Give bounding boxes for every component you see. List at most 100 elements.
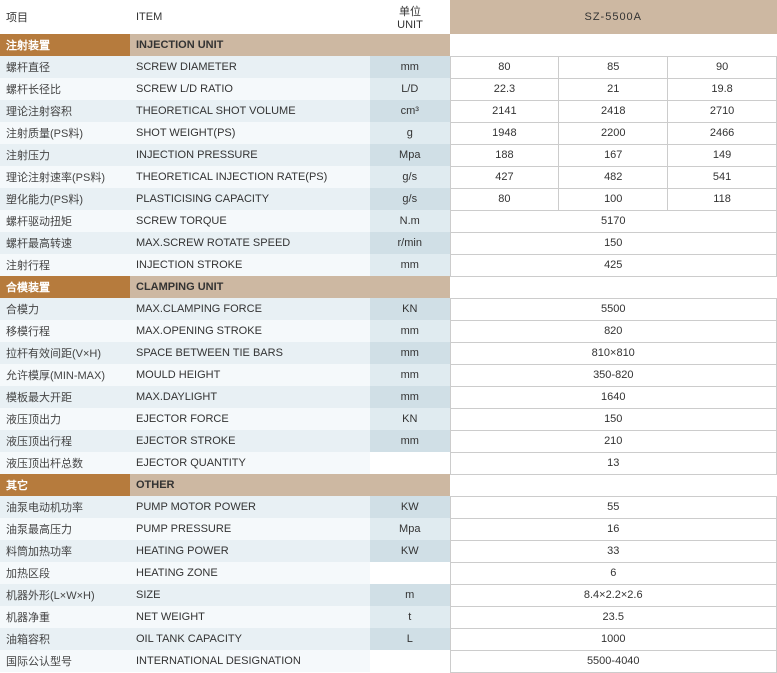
row-value: 2418 xyxy=(559,100,668,122)
row-value: 5170 xyxy=(450,210,777,232)
row-value: 13 xyxy=(450,452,777,474)
row-label-zh: 料筒加热功率 xyxy=(0,540,130,562)
row-label-en: SCREW L/D RATIO xyxy=(130,78,370,100)
table-row: 油箱容积OIL TANK CAPACITYL1000 xyxy=(0,628,777,650)
table-row: 螺杆最高转速 MAX.SCREW ROTATE SPEEDr/min150 xyxy=(0,232,777,254)
row-value: 810×810 xyxy=(450,342,777,364)
row-value: 21 xyxy=(559,78,668,100)
table-row: 螺杆直径SCREW DIAMETERmm808590 xyxy=(0,56,777,78)
row-unit xyxy=(370,562,450,584)
row-label-zh: 允许模厚(MIN-MAX) xyxy=(0,364,130,386)
row-label-zh: 螺杆长径比 xyxy=(0,78,130,100)
row-value: 33 xyxy=(450,540,777,562)
row-label-zh: 理论注射速率(PS料) xyxy=(0,166,130,188)
table-row: 液压顶出杆总数EJECTOR QUANTITY13 xyxy=(0,452,777,474)
row-label-en: SIZE xyxy=(130,584,370,606)
row-unit: mm xyxy=(370,342,450,364)
section-en: OTHER xyxy=(130,474,450,496)
row-value: 23.5 xyxy=(450,606,777,628)
row-label-en: SCREW TORQUE xyxy=(130,210,370,232)
row-label-en: THEORETICAL INJECTION RATE(PS) xyxy=(130,166,370,188)
table-row: 拉杆有效间距(V×H)SPACE BETWEEN TIE BARSmm810×8… xyxy=(0,342,777,364)
section-zh: 注射装置 xyxy=(0,34,130,56)
row-label-en: NET WEIGHT xyxy=(130,606,370,628)
section-blank xyxy=(450,34,777,56)
row-unit xyxy=(370,452,450,474)
row-label-en: HEATING ZONE xyxy=(130,562,370,584)
table-row: 机器外形(L×W×H)SIZEm8.4×2.2×2.6 xyxy=(0,584,777,606)
table-row: 液压顶出力EJECTOR FORCEKN150 xyxy=(0,408,777,430)
row-label-en: OIL TANK CAPACITY xyxy=(130,628,370,650)
header-item-en: ITEM xyxy=(130,0,370,34)
table-row: 液压顶出行程EJECTOR STROKEmm210 xyxy=(0,430,777,452)
row-label-en: EJECTOR QUANTITY xyxy=(130,452,370,474)
row-value: 5500 xyxy=(450,298,777,320)
row-label-en: MAX.OPENING STROKE xyxy=(130,320,370,342)
spec-table: 项目ITEM单位UNITSZ-5500A注射装置INJECTION UNIT螺杆… xyxy=(0,0,777,673)
row-label-zh: 螺杆最高转速 xyxy=(0,232,130,254)
row-unit xyxy=(370,650,450,672)
row-value: 100 xyxy=(559,188,668,210)
row-label-en: MAX.SCREW ROTATE SPEED xyxy=(130,232,370,254)
row-value: 2466 xyxy=(668,122,777,144)
table-row: 油泵电动机功率PUMP MOTOR POWERKW55 xyxy=(0,496,777,518)
table-row: 油泵最高压力PUMP PRESSUREMpa16 xyxy=(0,518,777,540)
row-value: 5500-4040 xyxy=(450,650,777,672)
row-unit: mm xyxy=(370,56,450,78)
section-zh: 合模装置 xyxy=(0,276,130,298)
section-blank xyxy=(450,276,777,298)
row-value: 6 xyxy=(450,562,777,584)
row-unit: g/s xyxy=(370,188,450,210)
header-model: SZ-5500A xyxy=(450,0,777,34)
row-unit: mm xyxy=(370,386,450,408)
row-label-zh: 机器外形(L×W×H) xyxy=(0,584,130,606)
row-value: 1640 xyxy=(450,386,777,408)
row-value: 90 xyxy=(668,56,777,78)
row-label-zh: 液压顶出力 xyxy=(0,408,130,430)
row-value: 210 xyxy=(450,430,777,452)
row-label-en: SCREW DIAMETER xyxy=(130,56,370,78)
row-label-zh: 塑化能力(PS料) xyxy=(0,188,130,210)
row-label-en: MOULD HEIGHT xyxy=(130,364,370,386)
row-label-en: MAX.DAYLIGHT xyxy=(130,386,370,408)
row-value: 149 xyxy=(668,144,777,166)
section-zh: 其它 xyxy=(0,474,130,496)
table-row: 理论注射速率(PS料)THEORETICAL INJECTION RATE(PS… xyxy=(0,166,777,188)
table-row: 模板最大开距MAX.DAYLIGHTmm1640 xyxy=(0,386,777,408)
table-row: 螺杆长径比SCREW L/D RATIOL/D22.32119.8 xyxy=(0,78,777,100)
row-unit: L/D xyxy=(370,78,450,100)
row-unit: KN xyxy=(370,298,450,320)
row-label-zh: 油泵最高压力 xyxy=(0,518,130,540)
row-value: 80 xyxy=(450,56,559,78)
row-label-zh: 合模力 xyxy=(0,298,130,320)
row-label-en: SPACE BETWEEN TIE BARS xyxy=(130,342,370,364)
row-unit: mm xyxy=(370,364,450,386)
row-value: 541 xyxy=(668,166,777,188)
row-unit: KN xyxy=(370,408,450,430)
row-value: 2141 xyxy=(450,100,559,122)
table-row: 注射压力 INJECTION PRESSUREMpa188167149 xyxy=(0,144,777,166)
row-label-en: PLASTICISING CAPACITY xyxy=(130,188,370,210)
row-label-zh: 注射质量(PS料) xyxy=(0,122,130,144)
row-unit: g/s xyxy=(370,166,450,188)
row-label-zh: 螺杆直径 xyxy=(0,56,130,78)
row-value: 22.3 xyxy=(450,78,559,100)
row-label-zh: 油泵电动机功率 xyxy=(0,496,130,518)
row-label-zh: 注射行程 xyxy=(0,254,130,276)
row-unit: mm xyxy=(370,254,450,276)
row-unit: mm xyxy=(370,430,450,452)
row-unit: KW xyxy=(370,540,450,562)
row-label-zh: 液压顶出行程 xyxy=(0,430,130,452)
row-unit: Mpa xyxy=(370,518,450,540)
row-label-en: THEORETICAL SHOT VOLUME xyxy=(130,100,370,122)
row-unit: KW xyxy=(370,496,450,518)
row-value: 167 xyxy=(559,144,668,166)
row-label-zh: 加热区段 xyxy=(0,562,130,584)
row-value: 19.8 xyxy=(668,78,777,100)
table-row: 理论注射容积THEORETICAL SHOT VOLUMEcm³21412418… xyxy=(0,100,777,122)
row-value: 8.4×2.2×2.6 xyxy=(450,584,777,606)
table-row: 注射行程INJECTION STROKEmm425 xyxy=(0,254,777,276)
table-row: 合模力MAX.CLAMPING FORCEKN5500 xyxy=(0,298,777,320)
table-row: 机器净重NET WEIGHTt23.5 xyxy=(0,606,777,628)
row-label-en: EJECTOR STROKE xyxy=(130,430,370,452)
